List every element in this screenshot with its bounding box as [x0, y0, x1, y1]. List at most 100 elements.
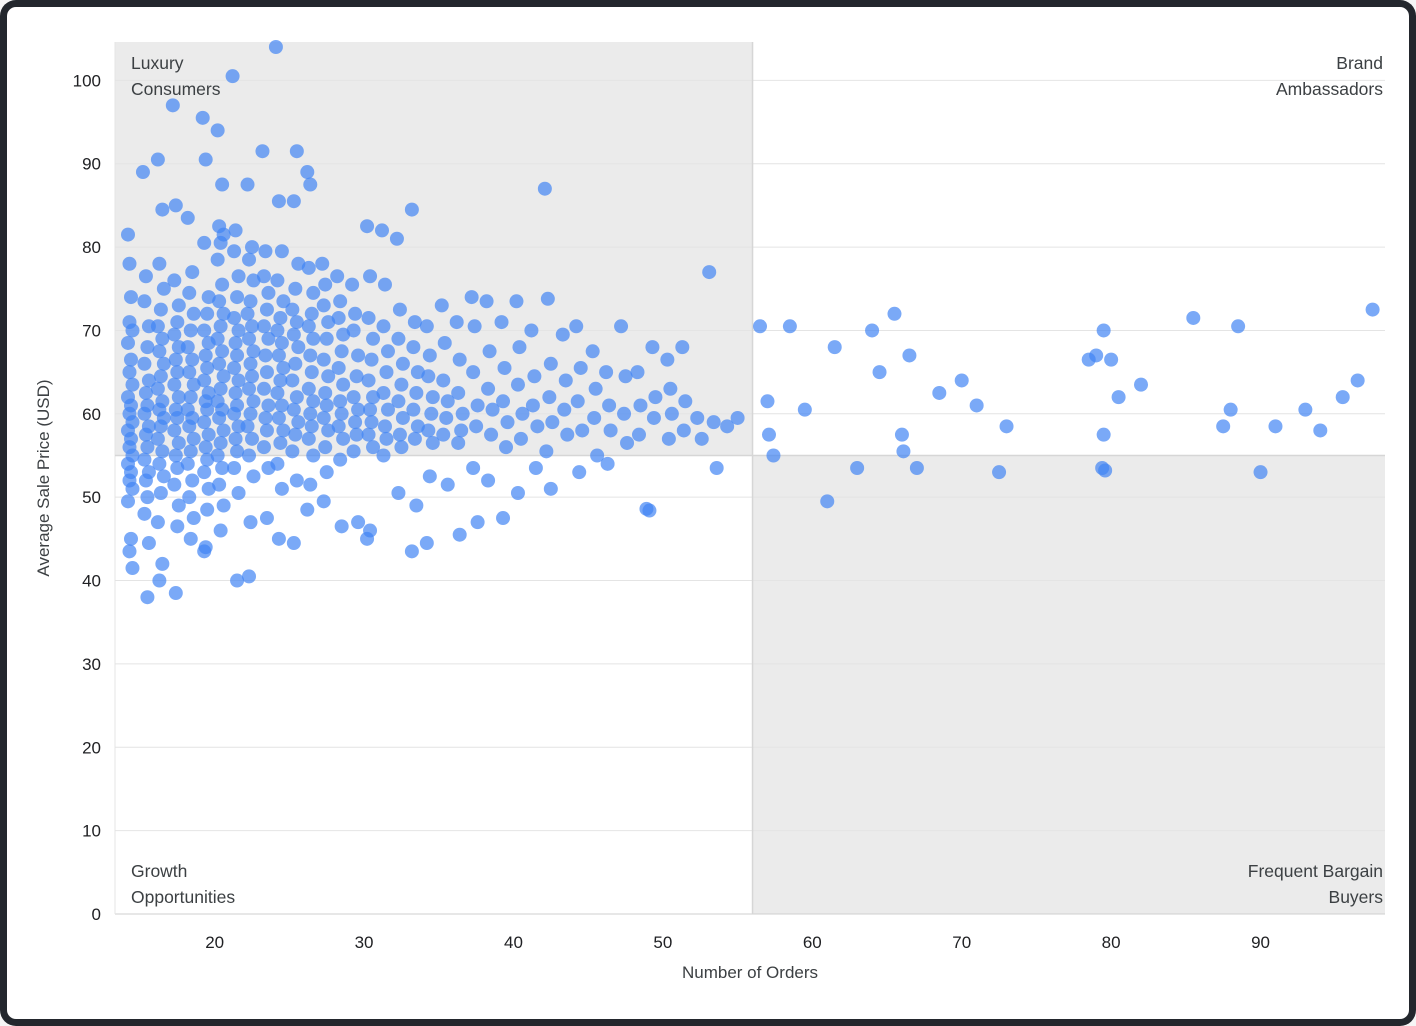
data-point — [289, 390, 304, 405]
data-point — [180, 456, 195, 471]
data-point — [394, 377, 409, 392]
data-point — [678, 394, 693, 409]
data-point — [318, 277, 333, 292]
data-point — [167, 423, 182, 438]
data-point — [865, 323, 880, 338]
data-point — [152, 573, 167, 588]
data-point — [227, 310, 242, 325]
data-point — [409, 385, 424, 400]
data-point — [167, 477, 182, 492]
data-point — [301, 431, 316, 446]
data-point — [555, 327, 570, 342]
data-point — [215, 177, 230, 192]
data-point — [156, 281, 171, 296]
x-tick-label: 30 — [355, 933, 374, 952]
data-point — [872, 365, 887, 380]
x-tick-label: 90 — [1251, 933, 1270, 952]
data-point — [331, 360, 346, 375]
data-point — [210, 123, 225, 138]
data-point — [633, 398, 648, 413]
data-point — [760, 394, 775, 409]
data-point — [539, 444, 554, 459]
data-point — [156, 469, 171, 484]
data-point — [466, 460, 481, 475]
data-point — [186, 431, 201, 446]
data-point — [524, 323, 539, 338]
data-point — [183, 531, 198, 546]
data-point — [137, 406, 152, 421]
data-point — [316, 494, 331, 509]
data-point — [395, 356, 410, 371]
data-point — [285, 373, 300, 388]
data-point — [406, 402, 421, 417]
data-point — [150, 381, 165, 396]
data-point — [291, 415, 306, 430]
data-point — [316, 298, 331, 313]
data-point — [150, 431, 165, 446]
data-point — [170, 365, 185, 380]
data-point — [150, 152, 165, 167]
data-point — [171, 390, 186, 405]
data-point — [525, 398, 540, 413]
data-point — [515, 406, 530, 421]
data-point — [361, 310, 376, 325]
data-point — [374, 223, 389, 238]
data-point — [230, 290, 245, 305]
data-point — [231, 269, 246, 284]
data-point — [259, 423, 274, 438]
data-point — [138, 385, 153, 400]
data-point — [702, 265, 717, 280]
data-point — [379, 431, 394, 446]
data-point — [152, 344, 167, 359]
data-point — [999, 419, 1014, 434]
data-point — [259, 365, 274, 380]
data-point — [348, 306, 363, 321]
data-point — [168, 586, 183, 601]
data-point — [286, 194, 301, 209]
data-point — [186, 306, 201, 321]
data-point — [451, 385, 466, 400]
data-point — [197, 323, 212, 338]
data-point — [422, 469, 437, 484]
data-point — [334, 344, 349, 359]
data-point — [271, 531, 286, 546]
data-point — [301, 381, 316, 396]
data-point — [228, 335, 243, 350]
data-point — [902, 348, 917, 363]
y-tick-label: 10 — [82, 822, 101, 841]
data-point — [319, 398, 334, 413]
data-point — [182, 285, 197, 300]
data-point — [243, 515, 258, 530]
data-point — [273, 373, 288, 388]
data-point — [572, 465, 587, 480]
data-point — [273, 310, 288, 325]
data-point — [543, 481, 558, 496]
data-point — [182, 365, 197, 380]
data-point — [286, 402, 301, 417]
data-point — [1223, 402, 1238, 417]
data-point — [304, 365, 319, 380]
data-point — [797, 402, 812, 417]
data-point — [183, 444, 198, 459]
data-point — [361, 427, 376, 442]
data-point — [482, 344, 497, 359]
data-point — [376, 319, 391, 334]
data-point — [1096, 323, 1111, 338]
data-point — [240, 306, 255, 321]
y-tick-label: 100 — [73, 71, 101, 90]
data-point — [509, 294, 524, 309]
data-point — [1313, 423, 1328, 438]
data-point — [345, 277, 360, 292]
data-point — [242, 448, 257, 463]
data-point — [512, 340, 527, 355]
data-point — [570, 394, 585, 409]
data-point — [245, 431, 260, 446]
data-point — [730, 410, 745, 425]
data-point — [334, 519, 349, 534]
data-point — [228, 431, 243, 446]
data-point — [932, 385, 947, 400]
data-point — [289, 315, 304, 330]
data-point — [230, 444, 245, 459]
data-point — [706, 415, 721, 430]
y-tick-label: 80 — [82, 238, 101, 257]
